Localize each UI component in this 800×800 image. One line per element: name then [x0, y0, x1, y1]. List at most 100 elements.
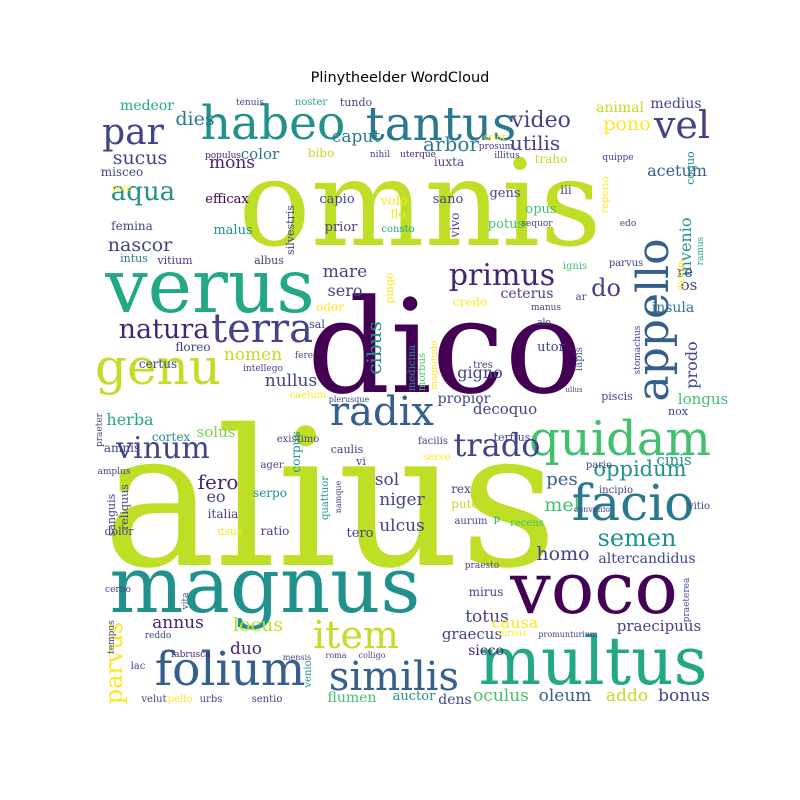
word-similis: similis [329, 654, 459, 700]
word-prosum: prosum [479, 142, 514, 152]
word-capio: capio [319, 192, 355, 207]
word-duo: duo [230, 639, 262, 659]
word-pario: pario [586, 460, 612, 471]
word-tempus: tempus [107, 620, 117, 654]
word-colligo: colligo [359, 651, 386, 660]
word-mare: mare [323, 262, 367, 282]
word-homo: homo [536, 543, 589, 565]
word-existimo: existimo [277, 434, 320, 445]
word-magnitudo: magnitudo [430, 341, 440, 390]
word-bibo: bibo [308, 146, 334, 160]
word-magnus: magnus [110, 541, 421, 631]
word-dictum: dictum [677, 259, 687, 291]
word-amplus: amplus [98, 467, 131, 477]
word-medicina: medicina [407, 345, 418, 391]
word-prior: prior [325, 220, 359, 235]
word-misceo: misceo [101, 165, 143, 179]
word-omnis: omnis [238, 135, 601, 274]
word-herba: herba [106, 410, 154, 429]
word-cerno: cerno [105, 585, 131, 595]
word-vitio: vitio [687, 501, 710, 512]
word-multus: multus [478, 623, 707, 700]
word-dens: dens [438, 692, 471, 708]
word-graecus: graecus [442, 625, 502, 643]
word-caelum: caelum [290, 390, 327, 401]
word-odor: odor [316, 300, 344, 314]
word-iuxta: iuxta [434, 155, 464, 169]
word-gens: gens [489, 186, 520, 201]
word-nox: nox [668, 405, 689, 418]
word-urbs: urbs [200, 694, 223, 705]
word-puto: puto [451, 497, 478, 511]
word-amnis: amnis [104, 441, 140, 455]
word-terra: terra [211, 306, 313, 352]
word-silvestris: silvestris [284, 205, 297, 255]
word-praeterea: praeterea [682, 577, 692, 622]
word-roma: roma [326, 651, 347, 660]
word-quippe: quippe [602, 153, 633, 163]
word-p: p [494, 514, 500, 525]
word-dico: dico [307, 271, 583, 423]
word-tres: tres [473, 360, 493, 371]
word-intellego: intellego [243, 364, 283, 374]
word-volo: volo [379, 194, 407, 209]
word-efficax: efficax [205, 192, 249, 207]
word-sero: sero [328, 281, 363, 300]
word-invenio: invenio [676, 218, 695, 277]
word-edo: edo [620, 219, 637, 229]
word-prodo: prodo [682, 341, 701, 388]
word-nihil: nihil [370, 150, 390, 160]
word-bonus: bonus [658, 686, 710, 706]
word-sucus: sucus [113, 147, 168, 169]
word-medius: medius [650, 96, 701, 112]
word-credo: credo [453, 295, 487, 309]
word-recens: recens [510, 518, 544, 529]
word-radix: radix [330, 389, 434, 435]
word-facilis: facilis [418, 436, 448, 447]
word-reperio: reperio [600, 176, 611, 213]
word-mons: mons [209, 153, 255, 173]
word-labrusca: labrusca [171, 650, 211, 660]
word-caput: caput [332, 127, 380, 147]
word-velut: velut [140, 694, 166, 705]
word-quattuor: quattuor [320, 476, 331, 520]
word-item: item [313, 613, 399, 657]
word-sentio: sentio [252, 694, 283, 705]
word-convenio: convenio [574, 505, 610, 514]
word-semen: semen [598, 524, 677, 552]
word-nomen: nomen [224, 345, 282, 365]
word-fero: fero [198, 470, 239, 494]
word-oppidum: oppidum [593, 457, 686, 481]
word-rex: rex [451, 482, 471, 496]
word-servo: servo [423, 452, 451, 463]
word-verus: verus [104, 242, 314, 330]
word-poto: poto [112, 184, 132, 194]
word-annus: annus [152, 613, 204, 633]
word-mel: mel [544, 494, 579, 516]
word-habeo: habeo [201, 96, 346, 151]
word-morbus: morbus [417, 353, 428, 391]
word-stomachus: stomachus [633, 325, 643, 374]
word-insula: insula [652, 300, 695, 316]
word-utilis: utilis [510, 131, 560, 155]
word-nascor: nascor [108, 234, 173, 256]
word-femina: femina [111, 219, 153, 233]
word-corpus: corpus [289, 431, 303, 472]
word-uterque: uterque [400, 150, 436, 160]
word-altercandidus: altercandidus [598, 551, 695, 567]
word-totus: totus [465, 607, 509, 627]
word-tero: tero [347, 526, 374, 541]
word-sano: sano [433, 192, 464, 207]
word-namque: namque [334, 480, 343, 513]
word-iii: iii [560, 183, 572, 197]
word-pes: pes [546, 469, 577, 490]
word-rursus: rursus [497, 629, 527, 639]
word-do: do [591, 274, 621, 302]
word-locus: locus [233, 614, 283, 636]
word-acetum: acetum [647, 161, 707, 180]
word-sal: sal [309, 318, 325, 331]
word-usus: usus [217, 525, 243, 538]
word-vita: vita [181, 592, 191, 611]
word-vinum: vinum [115, 431, 210, 466]
